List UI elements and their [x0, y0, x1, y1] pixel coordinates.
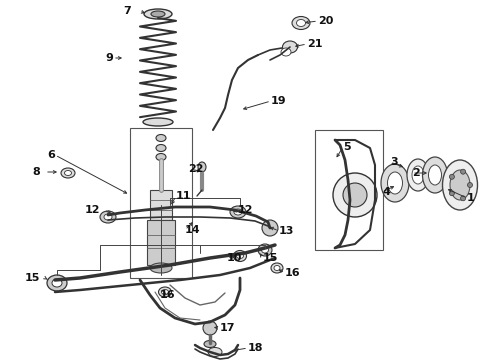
Text: 16: 16 [285, 268, 301, 278]
Ellipse shape [47, 275, 67, 291]
Text: 4: 4 [382, 187, 390, 197]
Ellipse shape [100, 211, 116, 223]
Ellipse shape [237, 253, 244, 258]
Text: 22: 22 [188, 164, 203, 174]
Ellipse shape [428, 165, 441, 185]
Circle shape [467, 183, 472, 188]
Text: 19: 19 [271, 96, 287, 106]
Ellipse shape [234, 251, 246, 261]
Ellipse shape [388, 172, 402, 194]
Ellipse shape [156, 144, 166, 152]
Ellipse shape [274, 266, 280, 270]
Ellipse shape [151, 11, 165, 17]
Ellipse shape [198, 162, 206, 172]
Circle shape [343, 183, 367, 207]
Ellipse shape [234, 209, 242, 215]
Text: 11: 11 [176, 191, 192, 201]
Bar [150, 190, 172, 220]
Bar [315, 130, 383, 250]
Text: 3: 3 [390, 157, 397, 167]
Circle shape [449, 174, 454, 179]
Ellipse shape [258, 244, 272, 256]
Text: 8: 8 [32, 167, 40, 177]
Circle shape [203, 321, 217, 335]
Circle shape [449, 191, 454, 196]
Ellipse shape [143, 118, 173, 126]
Ellipse shape [230, 206, 246, 218]
Ellipse shape [450, 170, 470, 200]
Text: 5: 5 [343, 142, 351, 152]
Text: 13: 13 [279, 226, 294, 236]
Text: 15: 15 [263, 253, 278, 263]
Ellipse shape [61, 168, 75, 178]
Circle shape [262, 220, 278, 236]
Ellipse shape [292, 17, 310, 30]
Circle shape [461, 169, 465, 174]
Ellipse shape [296, 19, 305, 27]
Ellipse shape [150, 263, 172, 273]
Ellipse shape [442, 160, 477, 210]
Text: 1: 1 [467, 193, 475, 203]
Ellipse shape [104, 214, 112, 220]
Ellipse shape [407, 159, 429, 191]
Ellipse shape [262, 247, 269, 253]
Ellipse shape [208, 347, 222, 356]
Ellipse shape [381, 164, 409, 202]
Ellipse shape [144, 9, 172, 19]
Text: 9: 9 [105, 53, 113, 63]
Ellipse shape [422, 157, 447, 193]
Ellipse shape [158, 287, 172, 297]
Text: 10: 10 [227, 253, 243, 263]
Ellipse shape [281, 48, 291, 56]
Text: 12: 12 [238, 205, 253, 215]
Bar [130, 128, 192, 278]
Text: 20: 20 [318, 16, 333, 26]
Text: 16: 16 [160, 290, 175, 300]
Ellipse shape [162, 289, 169, 294]
Text: 17: 17 [220, 323, 236, 333]
Text: 21: 21 [307, 39, 322, 49]
Circle shape [333, 173, 377, 217]
Ellipse shape [204, 341, 216, 347]
Ellipse shape [412, 166, 424, 184]
Text: 15: 15 [24, 273, 40, 283]
Text: 14: 14 [185, 225, 200, 235]
Bar [147, 220, 175, 265]
Ellipse shape [156, 135, 166, 141]
Circle shape [461, 196, 465, 201]
Ellipse shape [271, 263, 283, 273]
Ellipse shape [156, 153, 166, 161]
Text: 12: 12 [84, 205, 100, 215]
Ellipse shape [52, 279, 62, 287]
Ellipse shape [283, 41, 297, 53]
Text: 2: 2 [412, 168, 420, 178]
Text: 18: 18 [248, 343, 264, 353]
Ellipse shape [65, 171, 72, 175]
Text: 6: 6 [47, 150, 55, 160]
Text: 7: 7 [123, 6, 131, 16]
